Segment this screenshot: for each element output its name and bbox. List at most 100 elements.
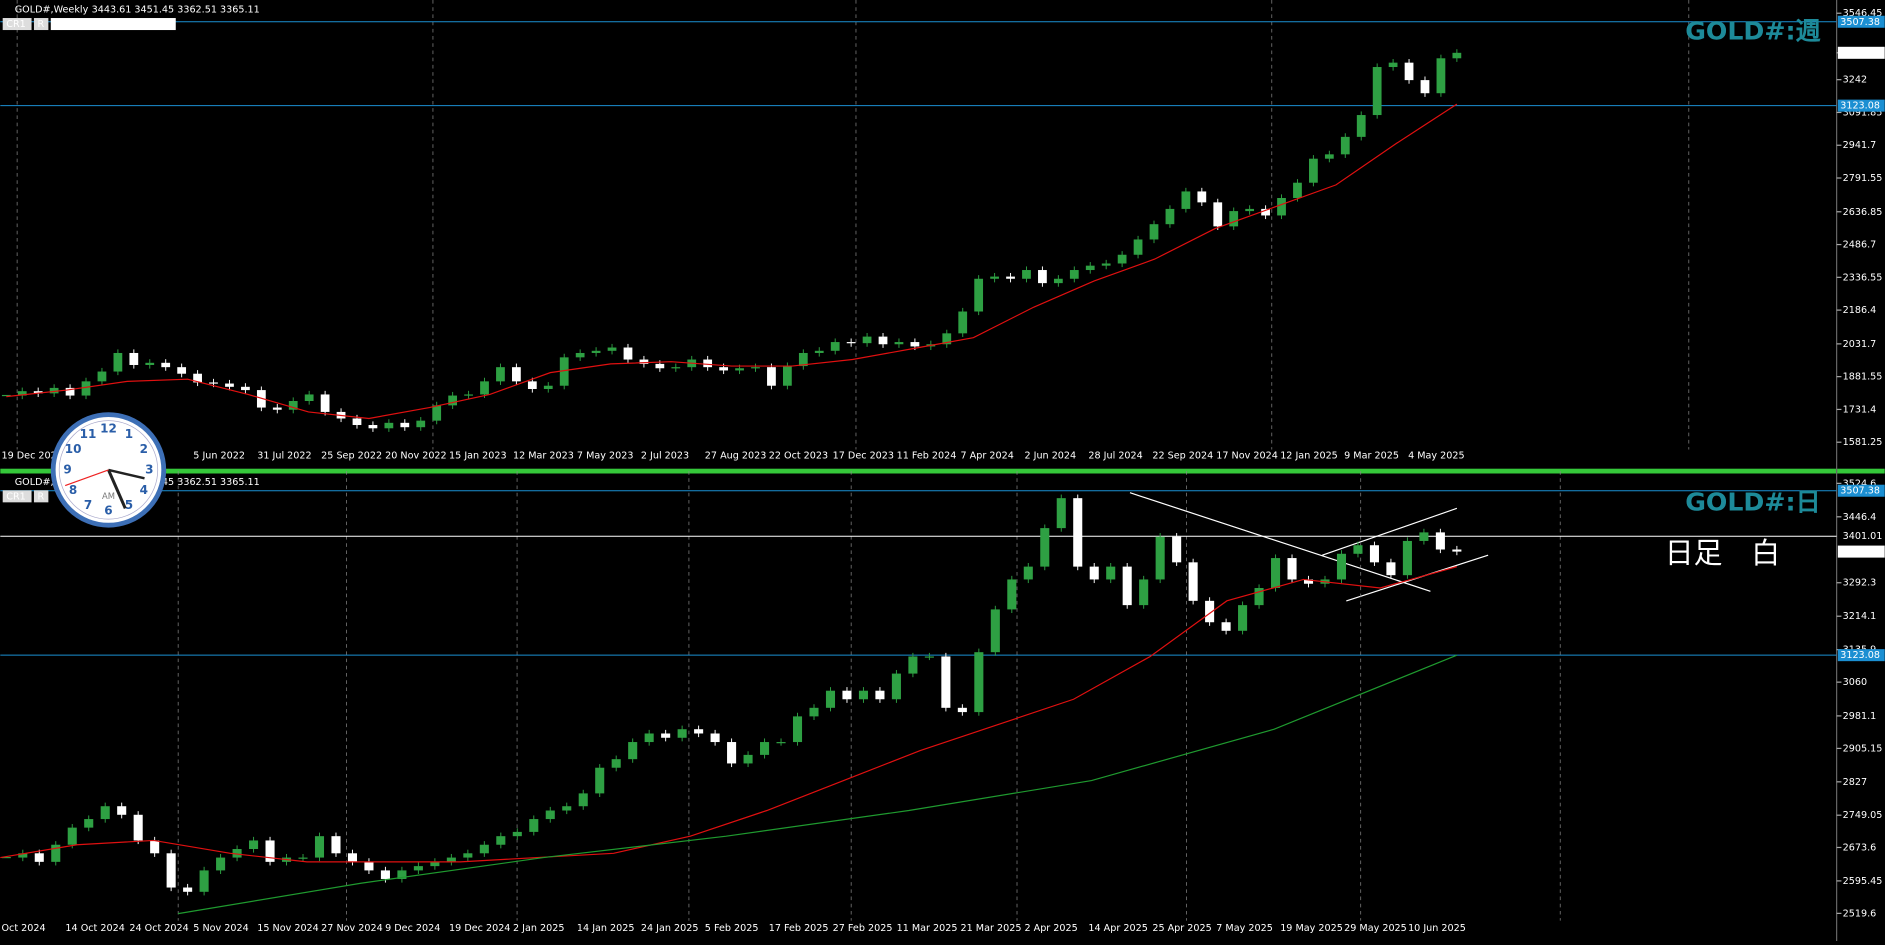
y-tick-label: 2186.4: [1843, 305, 1877, 316]
level-label: 3123.08: [1840, 650, 1880, 661]
candle: [792, 716, 803, 743]
x-tick-label: 24 Oct 2024: [129, 923, 188, 934]
x-tick-label: 27 Aug 2023: [705, 450, 767, 461]
candle: [384, 422, 394, 429]
x-tick-label: 31 Jul 2022: [257, 450, 311, 461]
y-tick-label: 3091.85: [1843, 107, 1883, 118]
candle: [416, 420, 426, 428]
clock-numeral: 10: [65, 442, 82, 456]
candle: [65, 387, 75, 396]
candle: [183, 887, 193, 892]
x-tick-label: Oct 2024: [2, 923, 46, 934]
candle: [735, 368, 744, 371]
candle: [232, 849, 242, 858]
x-tick-label: 21 Mar 2025: [961, 923, 1022, 934]
badge: CR1: [6, 491, 26, 502]
candle: [314, 836, 325, 858]
clock-numeral: 12: [100, 422, 117, 436]
y-tick-label: 1881.55: [1843, 372, 1883, 383]
candle: [611, 759, 621, 768]
x-tick-label: 12 Mar 2023: [513, 450, 574, 461]
candle: [1386, 562, 1396, 576]
candle: [562, 806, 572, 811]
x-tick-label: 14 Jan 2025: [577, 923, 635, 934]
candle: [858, 690, 868, 700]
candle: [1404, 62, 1414, 81]
candle: [1303, 579, 1314, 584]
candle: [974, 278, 984, 312]
candle: [809, 707, 819, 717]
candle: [559, 357, 569, 386]
candle: [1053, 278, 1063, 284]
candle: [661, 733, 671, 738]
candle: [272, 407, 282, 410]
level-label: 3123.08: [1840, 101, 1880, 112]
candle: [878, 336, 888, 345]
candle: [1221, 622, 1231, 631]
level-box: [1837, 15, 1885, 28]
ohlc: 3443.61 3451.45 3362.51 3365.11: [92, 5, 260, 16]
candle: [161, 362, 171, 368]
candle: [578, 793, 588, 807]
note: 日足 白: [1665, 536, 1780, 570]
level-label: 3507.38: [1840, 486, 1880, 497]
x-tick-label: 2 Jul 2023: [641, 450, 689, 461]
candle: [825, 690, 836, 708]
candle: [1172, 536, 1182, 563]
trend-line: [1322, 507, 1458, 556]
candle: [430, 861, 440, 867]
candle: [1155, 536, 1165, 580]
clock-numeral: 4: [140, 483, 148, 497]
candle: [908, 656, 918, 674]
x-tick-label: 24 Jan 2025: [641, 923, 699, 934]
candle: [496, 367, 505, 382]
moving-average: [0, 566, 1458, 863]
candle: [842, 690, 852, 700]
candle: [512, 831, 522, 837]
x-tick-label: 5 Jun 2022: [193, 450, 245, 461]
candle: [1122, 566, 1132, 606]
x-tick-label: 11 Mar 2025: [897, 923, 958, 934]
y-tick-label: 2595.45: [1843, 876, 1883, 887]
y-tick-label: 3292.3: [1843, 578, 1877, 589]
y-tick-label: 1731.4: [1843, 404, 1877, 415]
candle: [703, 359, 713, 368]
candle: [1254, 588, 1264, 606]
candle: [776, 742, 786, 744]
y-tick-label: 2519.6: [1843, 908, 1877, 919]
candle: [830, 342, 840, 351]
candle: [1007, 579, 1017, 610]
candle: [1197, 191, 1207, 203]
candle: [760, 742, 770, 755]
x-tick-label: 19 Dec 2024: [449, 923, 510, 934]
candle: [1336, 553, 1347, 580]
candle: [990, 609, 1000, 653]
candle: [846, 342, 856, 344]
candle: [448, 395, 458, 406]
y-tick-label: 2636.85: [1843, 207, 1883, 218]
clock-numeral: 1: [125, 427, 133, 441]
clock-numeral: 8: [69, 483, 77, 497]
x-tick-label: 17 Nov 2024: [1216, 450, 1278, 461]
y-tick-label: 1581.25: [1843, 437, 1883, 448]
candle: [18, 853, 28, 858]
candle: [249, 840, 259, 850]
y-tick-label: 2749.05: [1843, 810, 1883, 821]
candle: [1372, 67, 1382, 116]
candle: [644, 733, 654, 743]
time-label: 2025.06.22 00:00: [54, 17, 150, 30]
candle: [623, 347, 633, 360]
candle: [380, 870, 390, 879]
candle: [1188, 562, 1198, 601]
candle: [1309, 158, 1318, 183]
x-tick-label: 28 Jul 2024: [1088, 450, 1142, 461]
x-tick-label: 12 Jan 2025: [1280, 450, 1338, 461]
candle: [671, 367, 681, 369]
candle: [67, 827, 77, 845]
x-tick-label: 10 Jun 2025: [1408, 923, 1466, 934]
candle: [628, 742, 638, 760]
candle: [894, 342, 904, 345]
clock-hand: [64, 469, 109, 487]
clock-label: AM: [102, 491, 115, 501]
x-tick-label: 29 May 2025: [1344, 923, 1407, 934]
